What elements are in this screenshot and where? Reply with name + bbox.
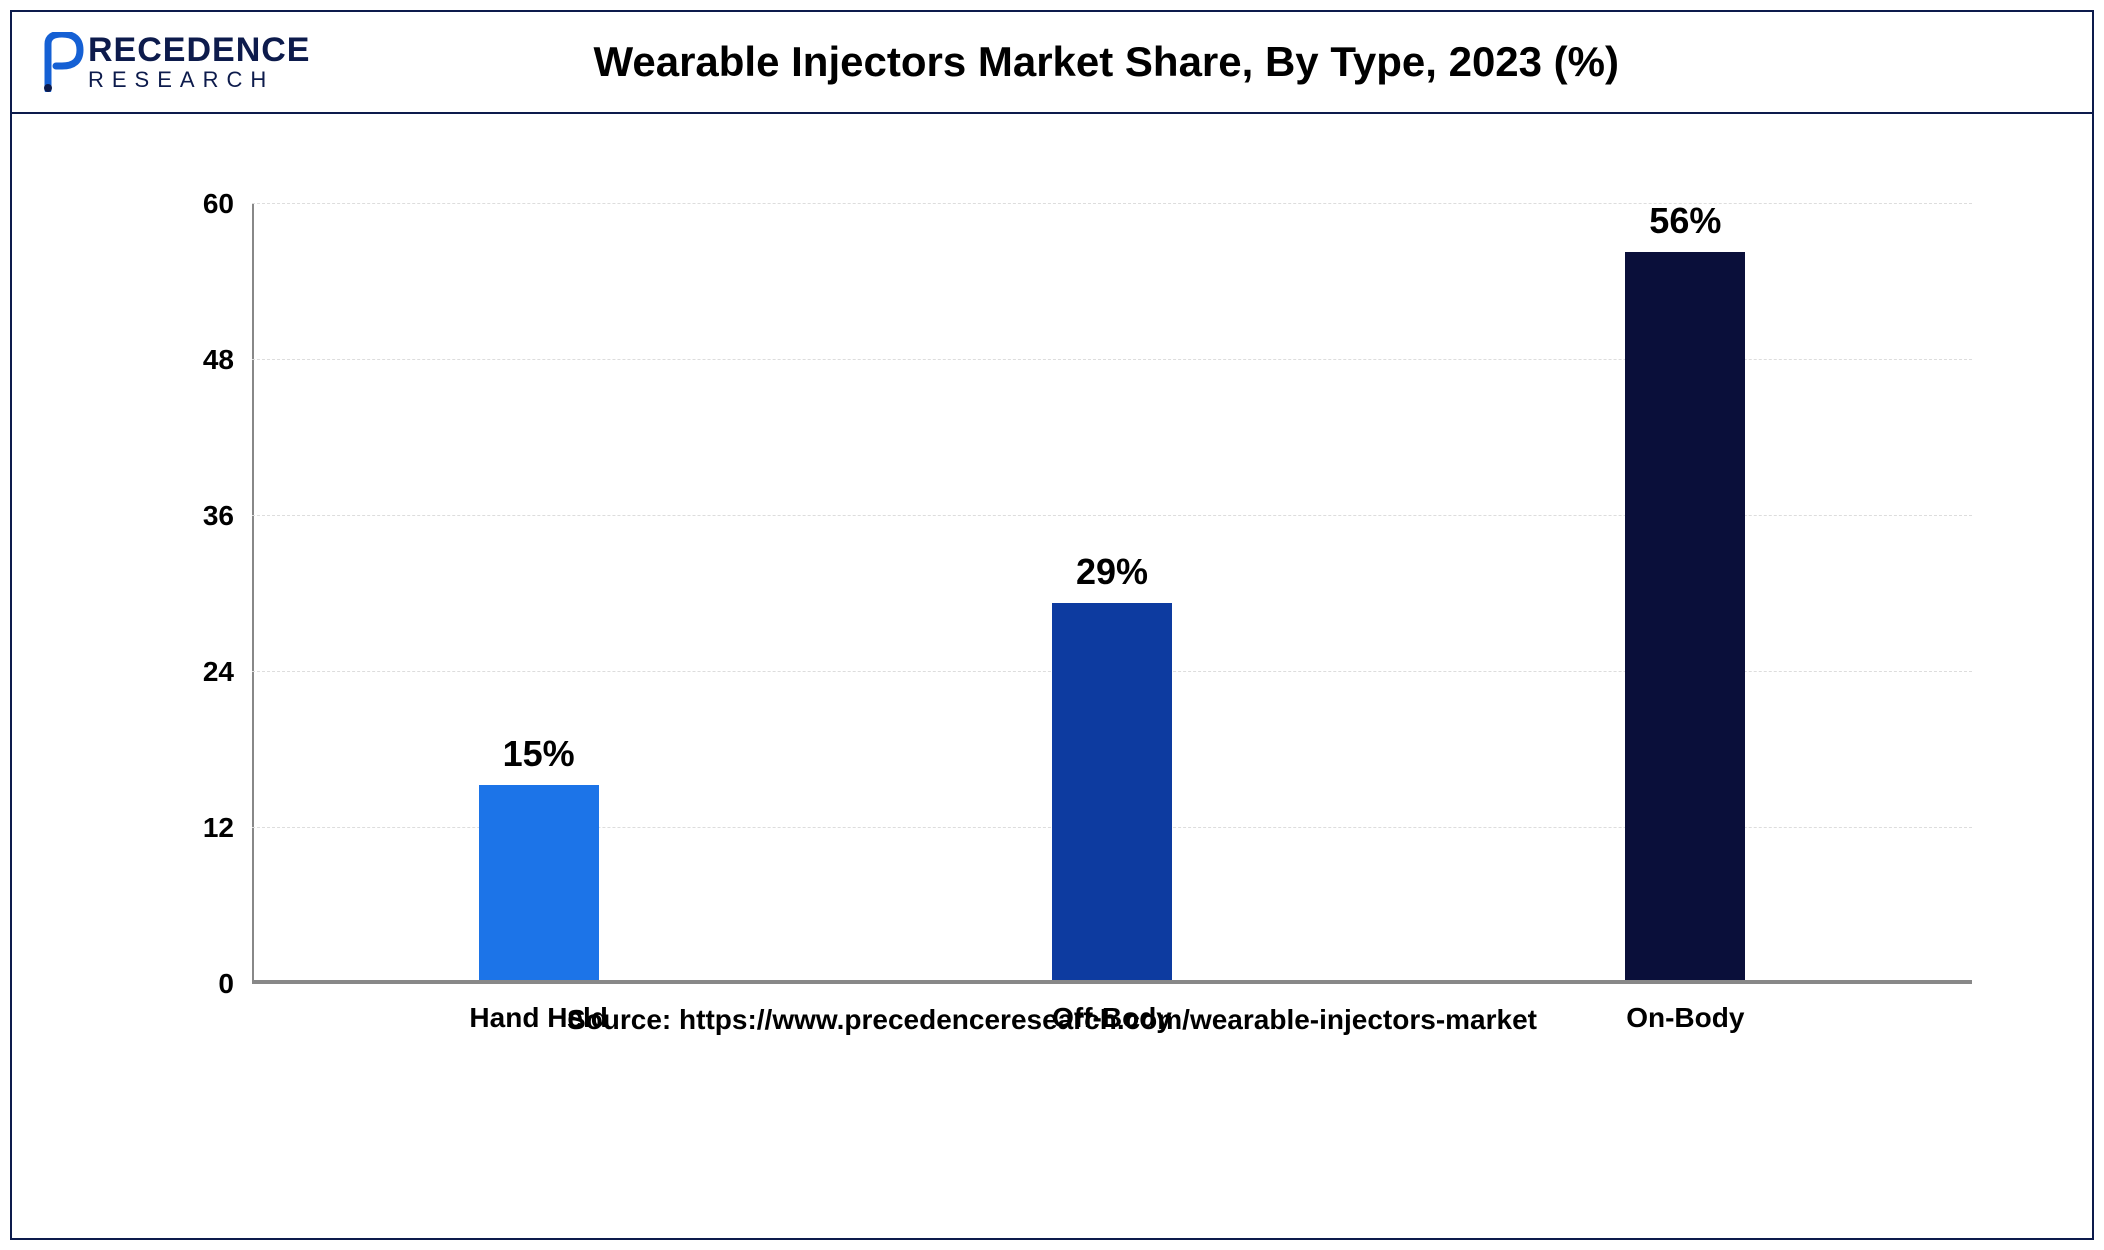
- bar-value-label: 29%: [1076, 551, 1148, 593]
- brand-line2: RESEARCH: [88, 69, 310, 91]
- x-axis-line: [252, 980, 1972, 984]
- y-axis-line: [252, 204, 254, 984]
- brand-line1: RECEDENCE: [88, 33, 310, 67]
- precedence-p-icon: [42, 32, 84, 92]
- x-tick-label: On-Body: [1626, 1002, 1744, 1034]
- y-tick-label: 24: [203, 656, 234, 688]
- x-tick-label: Hand Held: [469, 1002, 607, 1034]
- brand-text: RECEDENCE RESEARCH: [88, 33, 310, 91]
- bar-value-label: 56%: [1649, 200, 1721, 242]
- chart-title: Wearable Injectors Market Share, By Type…: [350, 38, 2062, 86]
- y-tick-label: 36: [203, 500, 234, 532]
- brand-logo: RECEDENCE RESEARCH: [42, 32, 310, 92]
- x-tick-label: Off-Body: [1052, 1002, 1172, 1034]
- bar-group: 29%: [1052, 603, 1172, 980]
- chart-frame: RECEDENCE RESEARCH Wearable Injectors Ma…: [10, 10, 2094, 1240]
- header: RECEDENCE RESEARCH Wearable Injectors Ma…: [12, 12, 2092, 114]
- plot-region: 0122436486015%Hand Held29%Off-Body56%On-…: [252, 204, 1972, 984]
- bar-value-label: 15%: [503, 733, 575, 775]
- bar-group: 15%: [479, 785, 599, 980]
- y-tick-label: 0: [218, 968, 234, 1000]
- y-tick-label: 12: [203, 812, 234, 844]
- bar: [1625, 252, 1745, 980]
- bar: [479, 785, 599, 980]
- chart-area: 0 12 24 36 48 60 15% Hand Held 29% Off-Body 56% On-…: [12, 114, 2092, 1238]
- source-footer: Source: https://www.precedenceresearch.c…: [132, 984, 1972, 1086]
- bar-group: 56%: [1625, 252, 1745, 980]
- y-tick-label: 48: [203, 344, 234, 376]
- bar: [1052, 603, 1172, 980]
- y-tick-label: 60: [203, 188, 234, 220]
